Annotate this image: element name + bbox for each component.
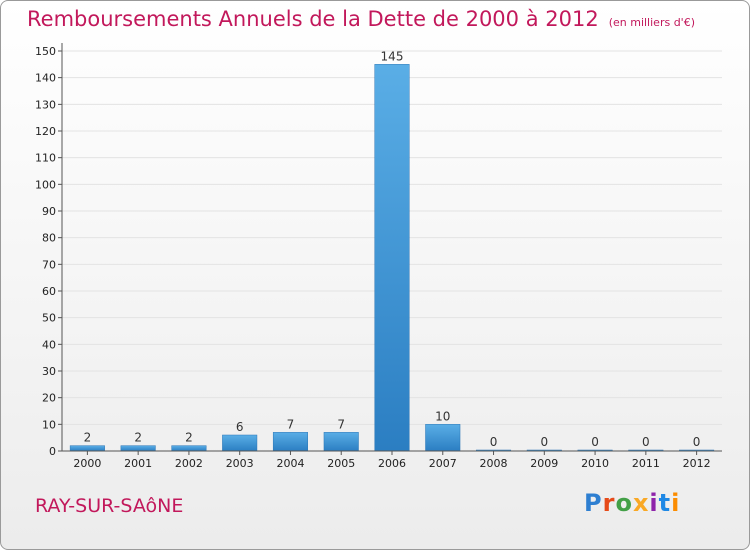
logo-letter: t (658, 489, 672, 517)
y-tick-label-90: 90 (42, 205, 56, 218)
bar-2002 (171, 445, 207, 452)
bars: 2 2 2 6 7 7 145 10 0 0 0 0 0 (69, 49, 715, 452)
x-tick-label-2012: 2012 (683, 457, 711, 470)
logo-letter: x (632, 489, 650, 517)
y-tick-label-80: 80 (42, 232, 56, 245)
bar-2006 (374, 64, 410, 452)
data-label-2007: 10 (435, 409, 450, 423)
x-tick-label-2001: 2001 (124, 457, 152, 470)
data-label-2010: 0 (591, 435, 599, 449)
y-tick-label-50: 50 (42, 312, 56, 325)
data-label-2002: 2 (185, 431, 193, 445)
data-label-2001: 2 (134, 431, 142, 445)
y-tick-label-0: 0 (49, 445, 56, 458)
data-label-2005: 7 (337, 417, 345, 431)
bar-2003 (222, 434, 258, 452)
data-label-2008: 0 (490, 435, 498, 449)
x-tick-label-2000: 2000 (73, 457, 101, 470)
data-label-2003: 6 (236, 420, 244, 434)
bar-2004 (272, 432, 308, 452)
logo-letter: o (615, 489, 633, 517)
x-tick-label-2003: 2003 (226, 457, 254, 470)
data-label-2009: 0 (540, 435, 548, 449)
y-tick-label-70: 70 (42, 258, 56, 271)
data-label-2011: 0 (642, 435, 650, 449)
logo-letter: i (649, 489, 659, 517)
x-tick-label-2010: 2010 (581, 457, 609, 470)
logo-letter: r (602, 489, 616, 517)
proxiti-logo: Proxiti (584, 489, 680, 517)
chart-unit: (en milliers d'€) (608, 16, 695, 29)
y-tick-label-10: 10 (42, 418, 56, 431)
y-tick-label-130: 130 (35, 98, 56, 111)
data-label-2004: 7 (287, 417, 295, 431)
x-tick-label-2006: 2006 (378, 457, 406, 470)
data-label-2012: 0 (693, 435, 701, 449)
y-tick-label-120: 120 (35, 125, 56, 138)
y-tick-label-60: 60 (42, 285, 56, 298)
y-tick-label-30: 30 (42, 365, 56, 378)
axes: 0102030405060708090100110120130140150200… (35, 43, 722, 470)
y-tick-label-40: 40 (42, 338, 56, 351)
x-tick-label-2002: 2002 (175, 457, 203, 470)
chart-title: Remboursements Annuels de la Dette de 20… (27, 7, 695, 31)
y-tick-label-20: 20 (42, 392, 56, 405)
bar-2000 (69, 445, 105, 452)
x-tick-label-2007: 2007 (429, 457, 457, 470)
y-tick-label-140: 140 (35, 72, 56, 85)
y-tick-label-150: 150 (35, 45, 56, 58)
commune-name: RAY-SUR-SAôNE (35, 495, 184, 517)
y-tick-label-110: 110 (35, 152, 56, 165)
data-label-2000: 2 (84, 431, 92, 445)
logo-letter: i (671, 489, 681, 517)
x-tick-label-2009: 2009 (530, 457, 558, 470)
x-tick-label-2004: 2004 (276, 457, 304, 470)
x-tick-label-2011: 2011 (632, 457, 660, 470)
bar-2005 (323, 432, 359, 452)
data-label-2006: 145 (381, 49, 404, 63)
x-tick-label-2008: 2008 (480, 457, 508, 470)
chart-title-text: Remboursements Annuels de la Dette de 20… (27, 7, 599, 31)
logo-letter: P (584, 489, 603, 517)
bar-2007 (425, 424, 461, 452)
x-tick-label-2005: 2005 (327, 457, 355, 470)
bar-2001 (120, 445, 156, 452)
y-tick-label-100: 100 (35, 178, 56, 191)
